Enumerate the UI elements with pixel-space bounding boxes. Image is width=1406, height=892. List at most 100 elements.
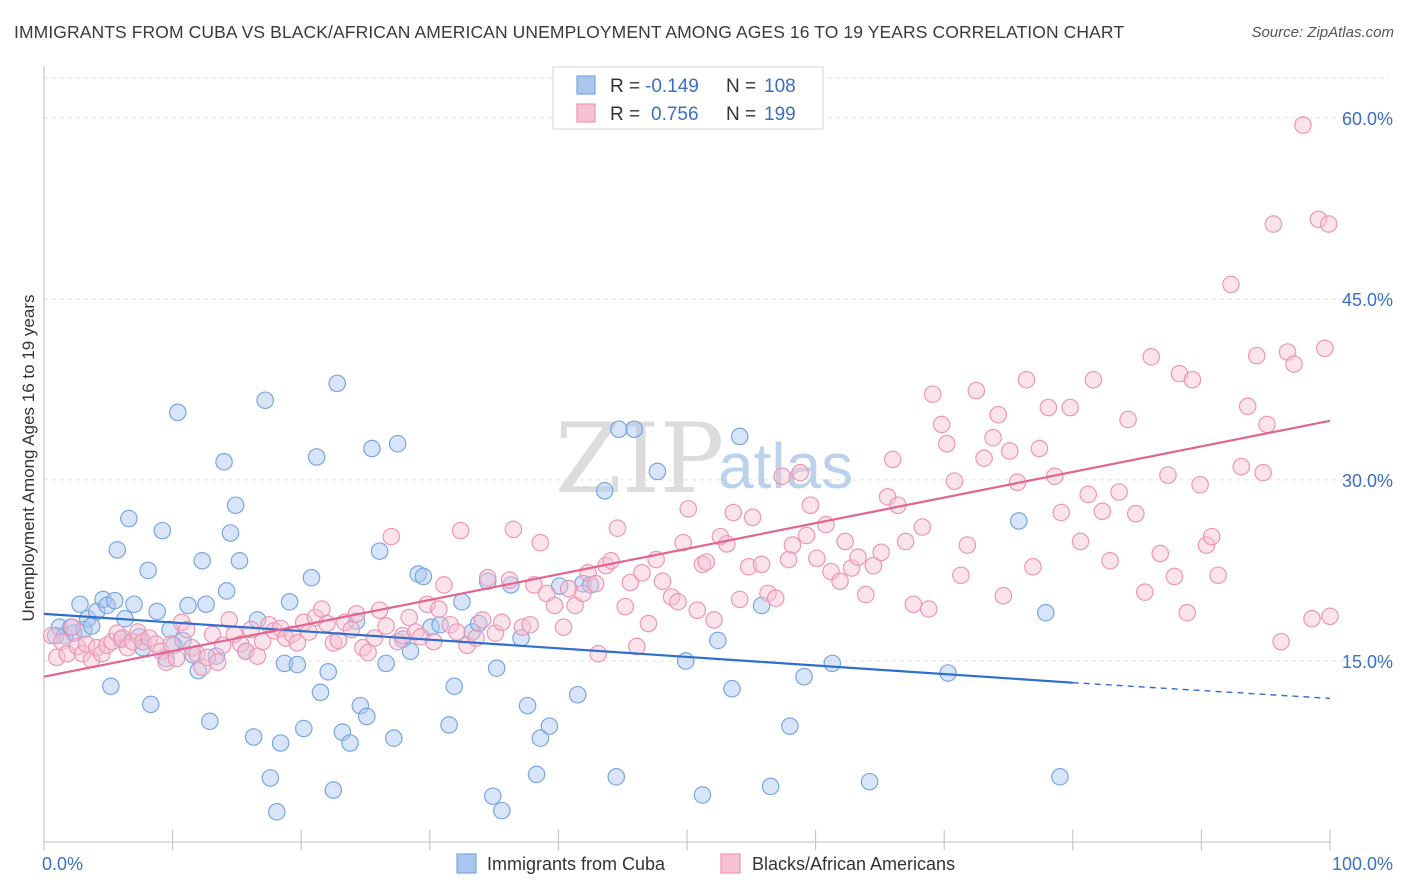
black-point <box>1017 370 1036 389</box>
black-point <box>478 568 497 587</box>
black-point <box>157 653 175 671</box>
y-tick-label: 45.0% <box>1342 290 1393 310</box>
cuba-point <box>319 663 338 681</box>
black-point <box>288 634 307 652</box>
black-point <box>913 518 932 536</box>
black-point <box>797 526 816 545</box>
black-point <box>574 584 592 603</box>
series-legend: Immigrants from Cuba Blacks/African Amer… <box>456 853 955 874</box>
black-point <box>958 536 977 554</box>
cuba-point <box>730 427 749 446</box>
cuba-point <box>493 801 511 820</box>
black-point <box>967 381 986 400</box>
black-point <box>653 572 672 591</box>
cuba-point <box>723 679 741 698</box>
black-point <box>486 624 505 643</box>
black-point <box>1024 558 1042 576</box>
black-point <box>1321 607 1339 626</box>
cuba-point <box>648 462 667 481</box>
black-point <box>140 629 159 647</box>
black-point <box>616 597 635 616</box>
legend-r-value-cuba: -0.149 <box>645 76 699 97</box>
black-point <box>1119 410 1137 429</box>
black-point <box>1039 398 1058 417</box>
black-point <box>1110 483 1128 501</box>
black-point <box>1309 210 1328 229</box>
series-legend-label-black: Blacks/African Americans <box>752 854 955 874</box>
black-point <box>856 585 875 604</box>
cuba-point <box>267 803 286 821</box>
black-point <box>1084 370 1103 389</box>
cuba-point <box>125 595 143 614</box>
cuba-point <box>610 420 628 439</box>
black-point <box>406 623 425 641</box>
cuba-point <box>139 561 157 580</box>
cuba-point <box>484 787 502 805</box>
black-point <box>1247 346 1266 365</box>
cuba-point <box>324 781 343 799</box>
cuba-point <box>221 524 240 542</box>
black-point <box>359 643 377 662</box>
black-point <box>1178 603 1197 622</box>
legend-n-label-cuba: N = <box>726 76 756 97</box>
cuba-point <box>370 542 389 560</box>
legend-n-value-black: 199 <box>764 104 796 125</box>
black-point <box>628 637 646 656</box>
cuba-point <box>275 654 294 673</box>
cuba-point <box>568 685 587 704</box>
black-point <box>945 472 964 490</box>
black-point <box>639 614 658 633</box>
cuba-point <box>256 391 274 410</box>
x-tick-label: 100.0% <box>1332 854 1393 874</box>
cuba-point <box>388 434 407 453</box>
black-point <box>382 527 401 546</box>
black-point <box>177 620 196 639</box>
x-tick-label: 0.0% <box>42 854 83 874</box>
cuba-point <box>823 654 842 673</box>
cuba-point <box>226 496 245 515</box>
gridlines <box>44 77 1390 662</box>
black-point <box>836 532 854 551</box>
black-point <box>849 548 867 566</box>
black-point <box>904 595 923 614</box>
black-point <box>430 600 448 618</box>
black-point <box>791 463 809 482</box>
black-point <box>831 572 849 591</box>
cuba-point <box>795 667 813 686</box>
black-point <box>424 632 443 651</box>
black-point <box>504 520 523 539</box>
cuba-point <box>414 567 433 586</box>
cuba-point <box>120 509 138 528</box>
black-point <box>688 601 707 620</box>
trend-line-cuba <box>43 612 1073 684</box>
axes <box>43 66 1331 850</box>
black-point <box>1136 583 1154 601</box>
cuba-point <box>440 716 458 734</box>
black-point <box>318 614 336 633</box>
black-point <box>608 519 627 538</box>
black-point <box>448 623 466 641</box>
black-point <box>621 573 640 592</box>
black-point <box>883 450 902 469</box>
cuba-point <box>357 707 376 726</box>
black-point <box>1258 415 1276 434</box>
trend-line-black <box>43 419 1331 678</box>
black-point <box>932 415 951 434</box>
black-point <box>521 615 539 634</box>
black-point <box>1030 439 1049 458</box>
legend-r-value-black: 0.756 <box>651 104 699 125</box>
black-point <box>766 589 785 608</box>
black-point <box>779 550 798 569</box>
black-point <box>1264 215 1283 233</box>
cuba-point <box>761 777 780 796</box>
black-point <box>743 508 762 527</box>
black-point <box>783 536 802 554</box>
cuba-point <box>71 595 89 614</box>
black-point <box>1238 397 1257 416</box>
cuba-point <box>102 677 120 696</box>
y-axis-title: Unemployment Among Ages 16 to 19 years <box>19 295 38 622</box>
black-point <box>400 608 419 627</box>
cuba-point <box>445 677 464 696</box>
black-point <box>493 613 511 632</box>
cuba-point <box>527 765 546 784</box>
